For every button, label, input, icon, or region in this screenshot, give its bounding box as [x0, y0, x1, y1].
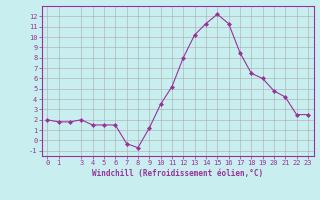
X-axis label: Windchill (Refroidissement éolien,°C): Windchill (Refroidissement éolien,°C) — [92, 169, 263, 178]
